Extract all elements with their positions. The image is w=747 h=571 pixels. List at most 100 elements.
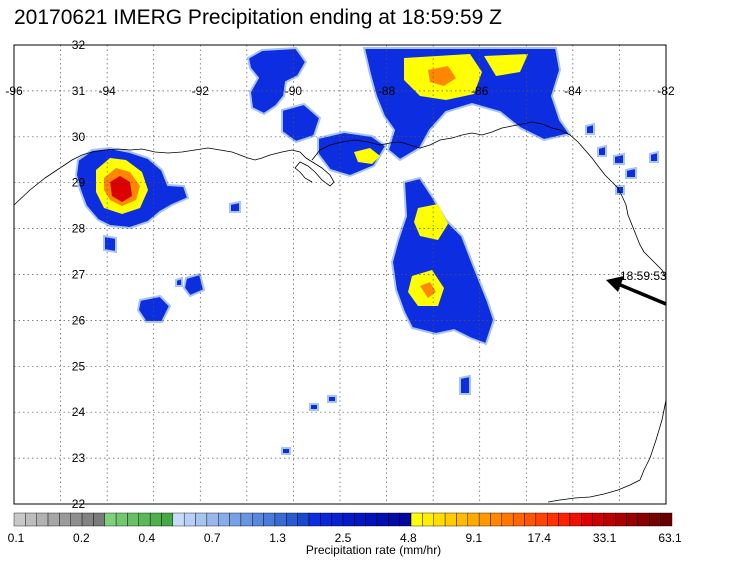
- latitude-label: 23: [72, 451, 86, 465]
- colorbar-cell: [433, 512, 446, 527]
- longitude-label: -92: [192, 84, 210, 98]
- colorbar-tick-label: 0.4: [138, 531, 155, 545]
- colorbar-cell: [478, 512, 491, 527]
- colorbar-cell: [218, 512, 230, 527]
- satellite-track-arrow: [606, 276, 667, 306]
- latitude-label: 32: [72, 38, 86, 52]
- longitude-label: -94: [98, 84, 116, 98]
- colorbar-cell: [13, 512, 26, 527]
- precip-area: [182, 272, 206, 298]
- colorbar-cell: [252, 512, 264, 527]
- colorbar-cell: [172, 512, 185, 527]
- colorbar-cell: [558, 512, 571, 527]
- colorbar-tick-label: 0.7: [204, 531, 221, 545]
- colorbar-cell: [615, 512, 627, 527]
- map-title: 20170621 IMERG Precipitation ending at 1…: [14, 6, 502, 29]
- longitude-label: -86: [471, 84, 489, 98]
- precip-intense-area: [420, 282, 436, 298]
- longitude-label: -84: [564, 84, 582, 98]
- colorbar-cell: [297, 512, 310, 527]
- colorbar-title: Precipitation rate (mm/hr): [305, 543, 442, 557]
- colorbar-cell: [649, 512, 661, 527]
- colorbar-cell: [354, 512, 366, 527]
- latitude-label: 26: [72, 313, 86, 327]
- precip-area: [281, 102, 322, 144]
- colorbar-cell: [660, 512, 673, 527]
- colorbar-cell: [127, 512, 139, 527]
- colorbar-cell: [342, 512, 355, 527]
- colorbar-cell: [603, 512, 616, 527]
- colorbar-cell: [637, 512, 650, 527]
- colorbar-tick-labels: 0.1 0.2 0.4 0.7 1.3 2.5 4.8 9.1 17.4 33.1 63.1: [8, 531, 682, 545]
- colorbar-cell: [286, 512, 298, 527]
- colorbar-cell: [81, 512, 94, 527]
- colorbar-tick-label: 63.1: [658, 531, 682, 545]
- colorbar-cell: [183, 512, 196, 527]
- map-gridlines: [14, 45, 666, 504]
- latitude-label: 22: [72, 497, 86, 511]
- colorbar-cell: [161, 512, 174, 527]
- colorbar-cell: [410, 512, 423, 527]
- precip-area: [309, 403, 319, 411]
- colorbar-tick-label: 1.3: [269, 531, 286, 545]
- track-time-label: 18:59:53: [620, 269, 667, 283]
- latitude-label: 25: [72, 359, 86, 373]
- colorbar-cell: [626, 512, 639, 527]
- colorbar-cell: [47, 512, 60, 527]
- precip-area: [597, 144, 607, 157]
- colorbar-cell: [512, 512, 525, 527]
- colorbar-tick-label: 4.8: [400, 531, 417, 545]
- colorbar-tick-label: 0.2: [73, 531, 90, 545]
- colorbar-cell: [274, 512, 287, 527]
- colorbar-cell: [59, 512, 71, 527]
- precip-area: [136, 294, 172, 323]
- latitude-label: 24: [72, 405, 86, 419]
- precipitation-layer: [74, 46, 659, 455]
- colorbar-cell: [93, 512, 105, 527]
- colorbar-cell: [70, 512, 83, 527]
- colorbar-cells: [13, 512, 673, 527]
- precip-area: [625, 166, 637, 179]
- texas-louisiana-coast: [13, 147, 335, 206]
- colorbar-cell: [36, 512, 49, 527]
- colorbar-cell: [444, 512, 457, 527]
- colorbar-cell: [331, 512, 344, 527]
- colorbar-cell: [376, 512, 389, 527]
- colorbar-cell: [229, 512, 242, 527]
- colorbar-tick-label: 9.1: [465, 531, 482, 545]
- colorbar-cell: [422, 512, 434, 527]
- colorbar-cell: [535, 512, 548, 527]
- colorbar-cell: [501, 512, 514, 527]
- precip-area: [175, 276, 183, 287]
- map-frame: [13, 44, 667, 505]
- precip-area: [317, 130, 388, 178]
- colorbar-cell: [104, 512, 117, 527]
- latitude-label: 29: [72, 176, 86, 190]
- longitude-label: -96: [5, 84, 23, 98]
- precip-heavy-area: [354, 148, 380, 164]
- colorbar-cell: [138, 512, 151, 527]
- colorbar-cell: [115, 512, 128, 527]
- colorbar-cell: [547, 512, 559, 527]
- florida-west-coast: [559, 129, 667, 279]
- precip-heavy-area: [484, 54, 528, 76]
- florida-keys: [547, 479, 641, 503]
- latitude-label: 27: [72, 268, 86, 282]
- colorbar-cell: [206, 512, 219, 527]
- florida-south-coast: [639, 399, 667, 481]
- precip-area: [459, 374, 471, 395]
- colorbar-cell: [467, 512, 480, 527]
- colorbar-cell: [524, 512, 537, 527]
- colorbar-cell: [456, 512, 468, 527]
- colorbar-tick-label: 0.1: [8, 531, 25, 545]
- colorbar-cell: [149, 512, 162, 527]
- colorbar-cell: [320, 512, 332, 527]
- colorbar-tick-label: 2.5: [335, 531, 352, 545]
- latitude-label: 28: [72, 222, 86, 236]
- longitude-label: -90: [285, 84, 303, 98]
- colorbar-cell: [195, 512, 208, 527]
- colorbar-cell: [240, 512, 253, 527]
- colorbar-cell: [308, 512, 321, 527]
